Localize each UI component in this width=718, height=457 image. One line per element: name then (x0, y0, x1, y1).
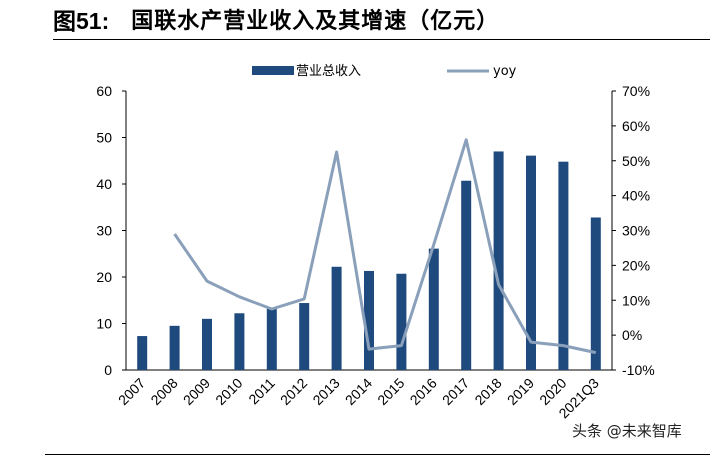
legend-bar-label: 营业总收入 (296, 64, 361, 79)
x-tick-label: 2016 (407, 375, 440, 408)
revenue-bar (299, 303, 310, 370)
revenue-bar (169, 325, 180, 370)
revenue-bar (234, 313, 245, 370)
figure-title-text: 国联水产营业收入及其增速（亿元） (131, 9, 500, 34)
x-tick-label: 2018 (471, 375, 504, 408)
x-tick-label: 2011 (245, 375, 278, 408)
revenue-bar (461, 180, 472, 370)
x-tick-label: 2019 (504, 375, 537, 408)
x-tick-label: 2015 (374, 375, 407, 408)
revenue-bar (396, 273, 407, 370)
right-tick-label: 0% (622, 327, 642, 343)
x-tick-label: 2009 (180, 375, 213, 408)
x-tick-label: 2010 (212, 375, 245, 408)
revenue-bar (558, 161, 569, 370)
revenue-bar (590, 217, 601, 370)
revenue-bar (526, 155, 536, 370)
right-tick-label: -10% (622, 362, 655, 378)
yoy-line (173, 138, 597, 355)
legend-bar-swatch (252, 66, 294, 75)
left-tick-label: 40 (96, 176, 112, 192)
left-tick-label: 60 (96, 83, 112, 99)
x-tick-label: 2014 (342, 375, 375, 408)
revenue-bar (331, 266, 342, 370)
left-tick-label: 0 (104, 362, 112, 378)
revenue-bar (493, 151, 504, 370)
x-tick-label: 2008 (147, 375, 180, 408)
x-tick-label: 2017 (439, 375, 472, 408)
revenue-bar (202, 318, 212, 370)
revenue-bar (137, 336, 148, 370)
right-tick-label: 50% (622, 153, 650, 169)
right-tick-label: 60% (622, 118, 650, 134)
footer-rule (45, 454, 710, 455)
right-tick-label: 10% (622, 292, 650, 308)
figure-number: 图51: (53, 8, 110, 34)
revenue-bar (364, 270, 374, 370)
right-tick-label: 70% (622, 83, 650, 99)
x-tick-label: 2007 (115, 375, 148, 408)
left-tick-label: 30 (96, 223, 112, 239)
legend-line-label: yoy (493, 64, 517, 79)
left-tick-label: 10 (96, 316, 112, 332)
revenue-bar (428, 248, 439, 370)
watermark: 头条 @未来智库 (572, 422, 682, 440)
title-rule (53, 39, 710, 40)
right-tick-label: 30% (622, 223, 650, 239)
right-tick-label: 40% (622, 188, 650, 204)
revenue-bar (266, 308, 277, 370)
x-tick-label: 2012 (277, 375, 310, 408)
left-tick-label: 50 (96, 130, 112, 146)
right-tick-label: 20% (622, 257, 650, 273)
figure-title: 图51: 国联水产营业收入及其增速（亿元） (53, 4, 499, 34)
left-tick-label: 20 (96, 269, 112, 285)
x-tick-label: 2013 (309, 375, 342, 408)
